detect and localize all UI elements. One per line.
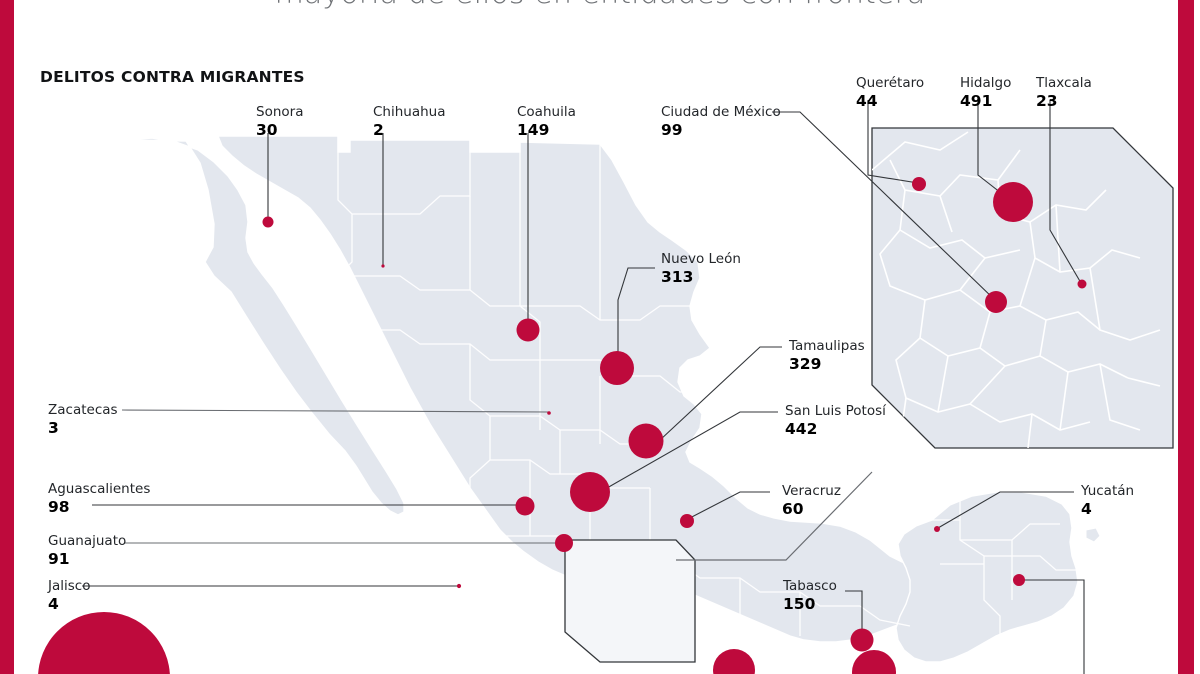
- label-nuevo-leon-value: 313: [661, 268, 694, 286]
- label-coahuila-name: Coahuila: [517, 104, 576, 120]
- dot-guanajuato: [555, 534, 573, 552]
- label-nuevo-leon-name: Nuevo León: [661, 251, 741, 267]
- label-sonora: Sonora 30: [256, 104, 303, 140]
- label-tlaxcala-name: Tlaxcala: [1036, 75, 1092, 91]
- leader-quintana-roo: [1018, 579, 1085, 674]
- chart-title: DELITOS CONTRA MIGRANTES: [40, 68, 305, 86]
- label-guanajuato-value: 91: [48, 550, 70, 568]
- dot-oaxaca: [852, 650, 896, 674]
- label-tlaxcala-value: 23: [1036, 92, 1058, 110]
- label-san-luis-potosi: San Luis Potosí 442: [785, 403, 886, 439]
- dot-yucatan: [934, 526, 940, 532]
- label-hidalgo-name: Hidalgo: [960, 75, 1012, 91]
- label-tamaulipas-name: Tamaulipas: [789, 338, 865, 354]
- label-guanajuato: Guanajuato 91: [48, 533, 126, 569]
- label-chihuahua: Chihuahua 2: [373, 104, 446, 140]
- page-headline: mayoría de ellos en entidades con fronte…: [0, 0, 1200, 11]
- label-queretaro-value: 44: [856, 92, 878, 110]
- label-chihuahua-name: Chihuahua: [373, 104, 446, 120]
- leader-san-luis-potosi: [599, 411, 778, 493]
- dot-zacatecas: [547, 411, 551, 415]
- label-chihuahua-value: 2: [373, 121, 384, 139]
- dot-tamaulipas: [628, 423, 664, 459]
- label-tabasco-value: 150: [783, 595, 816, 613]
- dot-quintana-roo: [1013, 574, 1025, 586]
- label-veracruz-value: 60: [782, 500, 804, 518]
- label-nuevo-leon: Nuevo León 313: [661, 251, 741, 287]
- dot-nuevo-leon: [600, 351, 634, 385]
- leader-lines: [82, 100, 1085, 674]
- leader-tlaxcala: [1049, 100, 1082, 284]
- label-queretaro: Querétaro 44: [856, 75, 924, 111]
- label-yucatan-value: 4: [1081, 500, 1092, 518]
- label-yucatan: Yucatán 4: [1081, 483, 1134, 519]
- dot-veracruz: [680, 514, 694, 528]
- label-coahuila: Coahuila 149: [517, 104, 576, 140]
- dot-chiapas: [713, 649, 755, 674]
- label-jalisco-name: Jalisco: [48, 578, 91, 594]
- label-guanajuato-name: Guanajuato: [48, 533, 127, 549]
- label-tlaxcala: Tlaxcala 23: [1036, 75, 1092, 111]
- map-landmass: [125, 135, 1101, 663]
- dot-jalisco: [456, 583, 462, 589]
- dot-inset-ciudad-de-mexico: [985, 291, 1007, 313]
- label-yucatan-name: Yucatán: [1081, 483, 1135, 499]
- dot-aguascalientes: [515, 496, 535, 516]
- label-sonora-value: 30: [256, 121, 278, 139]
- label-san-luis-potosi-value: 442: [785, 420, 818, 438]
- dot-tabasco: [850, 628, 874, 652]
- label-aguascalientes-name: Aguascalientes: [48, 481, 151, 497]
- label-queretaro-name: Querétaro: [856, 75, 925, 91]
- dot-san-luis-potosi: [570, 472, 610, 512]
- dot-inset-hidalgo: [993, 182, 1033, 222]
- dot-sonora: [262, 216, 274, 228]
- label-ciudad-de-mexico-name: Ciudad de México: [661, 104, 781, 120]
- label-zacatecas: Zacatecas 3: [48, 402, 118, 438]
- label-tabasco-name: Tabasco: [783, 578, 837, 594]
- data-dots: [38, 177, 1087, 674]
- label-veracruz-name: Veracruz: [782, 483, 841, 499]
- leader-veracruz: [685, 491, 770, 521]
- leader-ciudad-de-mexico: [772, 111, 996, 301]
- label-zacatecas-name: Zacatecas: [48, 402, 118, 418]
- label-zacatecas-value: 3: [48, 419, 59, 437]
- magnifier-connector: [676, 471, 873, 561]
- leader-queretaro: [867, 100, 919, 184]
- label-jalisco-value: 4: [48, 595, 59, 613]
- label-san-luis-potosi-name: San Luis Potosí: [785, 403, 886, 419]
- label-veracruz: Veracruz 60: [782, 483, 841, 519]
- label-jalisco: Jalisco 4: [48, 578, 90, 614]
- label-hidalgo: Hidalgo 491: [960, 75, 1011, 111]
- leader-tamaulipas: [659, 346, 782, 441]
- label-coahuila-value: 149: [517, 121, 550, 139]
- dot-inset-tlaxcala: [1077, 279, 1087, 289]
- inset-state-boundaries: [872, 131, 1161, 448]
- leader-yucatan: [937, 491, 1074, 529]
- label-tabasco: Tabasco 150: [783, 578, 837, 614]
- label-aguascalientes: Aguascalientes 98: [48, 481, 150, 517]
- label-ciudad-de-mexico-value: 99: [661, 121, 683, 139]
- label-tamaulipas-value: 329: [789, 355, 822, 373]
- dot-chihuahua: [381, 264, 385, 268]
- leader-zacatecas: [121, 409, 549, 413]
- leader-tabasco: [845, 590, 863, 638]
- right-accent-bar: [1178, 0, 1194, 674]
- label-ciudad-de-mexico: Ciudad de México 99: [661, 104, 781, 140]
- inset-panel: [871, 127, 1174, 449]
- label-tamaulipas: Tamaulipas 329: [789, 338, 865, 374]
- label-hidalgo-value: 491: [960, 92, 993, 110]
- left-accent-bar: [0, 0, 14, 674]
- label-sonora-name: Sonora: [256, 104, 304, 120]
- dot-coahuila: [516, 318, 540, 342]
- dot-inset-queretaro: [912, 177, 926, 191]
- magnifier-source-box: [564, 539, 696, 663]
- dot-legend-large: [38, 612, 170, 674]
- leader-nuevo-leon: [617, 267, 655, 355]
- label-aguascalientes-value: 98: [48, 498, 70, 516]
